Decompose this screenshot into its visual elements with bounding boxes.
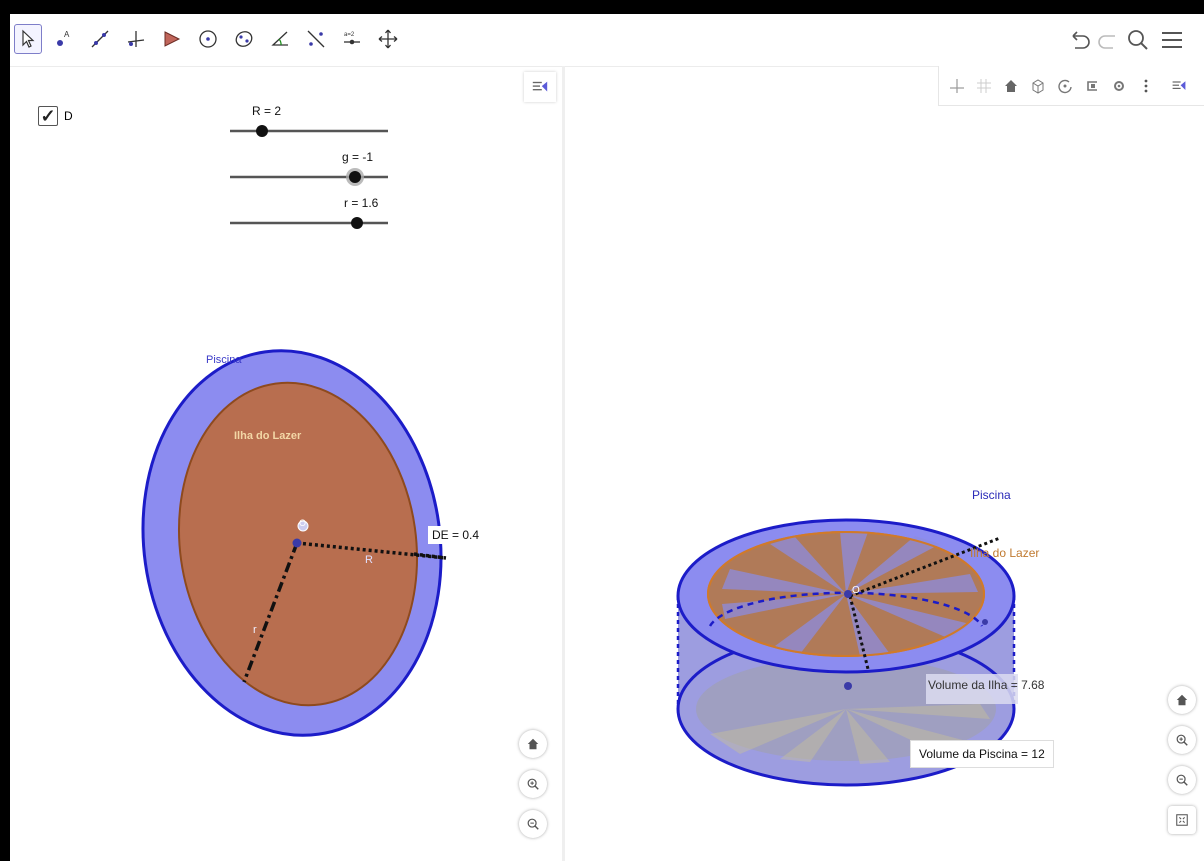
checkbox-box[interactable]: ✓ bbox=[38, 106, 58, 126]
move-view-icon[interactable] bbox=[374, 24, 402, 54]
zoom-in-icon bbox=[527, 778, 539, 790]
move-icon[interactable] bbox=[14, 24, 42, 54]
slider-r[interactable] bbox=[230, 217, 388, 229]
redo-icon[interactable] bbox=[1092, 24, 1124, 56]
settings-icon[interactable] bbox=[1107, 74, 1131, 98]
center-label-2d: O bbox=[299, 518, 307, 528]
geogebra-app: A a=2 bbox=[10, 14, 1204, 861]
more-options-icon[interactable] bbox=[1134, 74, 1158, 98]
home-view-button-2d[interactable] bbox=[519, 730, 547, 758]
zoom-in-icon bbox=[1176, 734, 1188, 746]
line-icon[interactable] bbox=[86, 24, 114, 54]
angle-icon[interactable] bbox=[266, 24, 294, 54]
svg-text:A: A bbox=[64, 30, 70, 39]
ilha-label-3d: Ilha do Lazer bbox=[970, 546, 1040, 560]
reflect-icon[interactable] bbox=[302, 24, 330, 54]
slider-R-label: R = 2 bbox=[252, 104, 282, 118]
clipping-icon[interactable] bbox=[1080, 74, 1104, 98]
circle-icon[interactable] bbox=[194, 24, 222, 54]
slider-r-label: r = 1.6 bbox=[344, 196, 379, 210]
center-label-3d: O bbox=[852, 585, 860, 596]
slider-g-label: g = -1 bbox=[342, 150, 374, 164]
perpendicular-icon[interactable] bbox=[122, 24, 150, 54]
piscina-label-2d: Piscina bbox=[206, 354, 242, 366]
polygon-icon[interactable] bbox=[158, 24, 186, 54]
menu-icon[interactable] bbox=[1156, 24, 1188, 56]
undo-icon[interactable] bbox=[1064, 24, 1096, 56]
svg-text:a=2: a=2 bbox=[344, 32, 355, 38]
view-divider[interactable] bbox=[562, 66, 565, 861]
zoom-out-icon bbox=[527, 818, 539, 830]
volume-ilha-label: Volume da Ilha = 7.68 bbox=[928, 678, 1045, 692]
checkbox-d[interactable]: ✓ D bbox=[38, 106, 73, 126]
fullscreen-icon bbox=[1176, 814, 1188, 826]
zoom-out-button-2d[interactable] bbox=[519, 810, 547, 838]
home-view-button-3d[interactable] bbox=[1168, 686, 1196, 714]
radius-R-label: R bbox=[365, 554, 373, 566]
checkbox-label: D bbox=[64, 109, 73, 123]
axes-icon[interactable] bbox=[945, 74, 969, 98]
radius-R-segment[interactable] bbox=[296, 541, 447, 560]
slider-R[interactable] bbox=[230, 125, 388, 137]
segment-de[interactable] bbox=[413, 552, 447, 560]
fullscreen-button-3d[interactable] bbox=[1168, 806, 1196, 834]
volume-piscina-label: Volume da Piscina = 12 bbox=[910, 740, 1054, 768]
toolbar: A a=2 bbox=[10, 14, 1204, 67]
stylebar3d-toggle-icon[interactable] bbox=[1167, 74, 1191, 98]
search-icon[interactable] bbox=[1122, 24, 1154, 56]
ellipse-icon[interactable] bbox=[230, 24, 258, 54]
grid-icon[interactable] bbox=[972, 74, 996, 98]
pool-3d[interactable] bbox=[676, 518, 1018, 787]
home-icon[interactable] bbox=[999, 74, 1023, 98]
center-point-2d[interactable] bbox=[292, 538, 302, 548]
rotate-icon[interactable] bbox=[1053, 74, 1077, 98]
zoom-out-button-3d[interactable] bbox=[1168, 766, 1196, 794]
home-icon bbox=[1176, 694, 1188, 706]
radius-r-segment[interactable] bbox=[242, 542, 299, 683]
slider-g[interactable] bbox=[230, 168, 388, 186]
piscina-label-3d: Piscina bbox=[972, 488, 1011, 502]
drawing-overlay bbox=[141, 125, 1018, 787]
graphics3d-stylebar bbox=[938, 66, 1204, 106]
zoom-in-button-3d[interactable] bbox=[1168, 726, 1196, 754]
zoom-out-icon bbox=[1176, 774, 1188, 786]
radius-r-label: r bbox=[253, 624, 257, 636]
ilha-label-2d: Ilha do Lazer bbox=[234, 430, 302, 442]
stylebar-toggle-icon[interactable] bbox=[524, 72, 556, 102]
de-label: DE = 0.4 bbox=[428, 526, 484, 544]
slider-icon[interactable]: a=2 bbox=[338, 24, 366, 54]
point-icon[interactable]: A bbox=[50, 24, 78, 54]
cube-icon[interactable] bbox=[1026, 74, 1050, 98]
home-icon bbox=[527, 738, 539, 750]
zoom-in-button-2d[interactable] bbox=[519, 770, 547, 798]
point-marker-2d[interactable] bbox=[297, 520, 309, 532]
